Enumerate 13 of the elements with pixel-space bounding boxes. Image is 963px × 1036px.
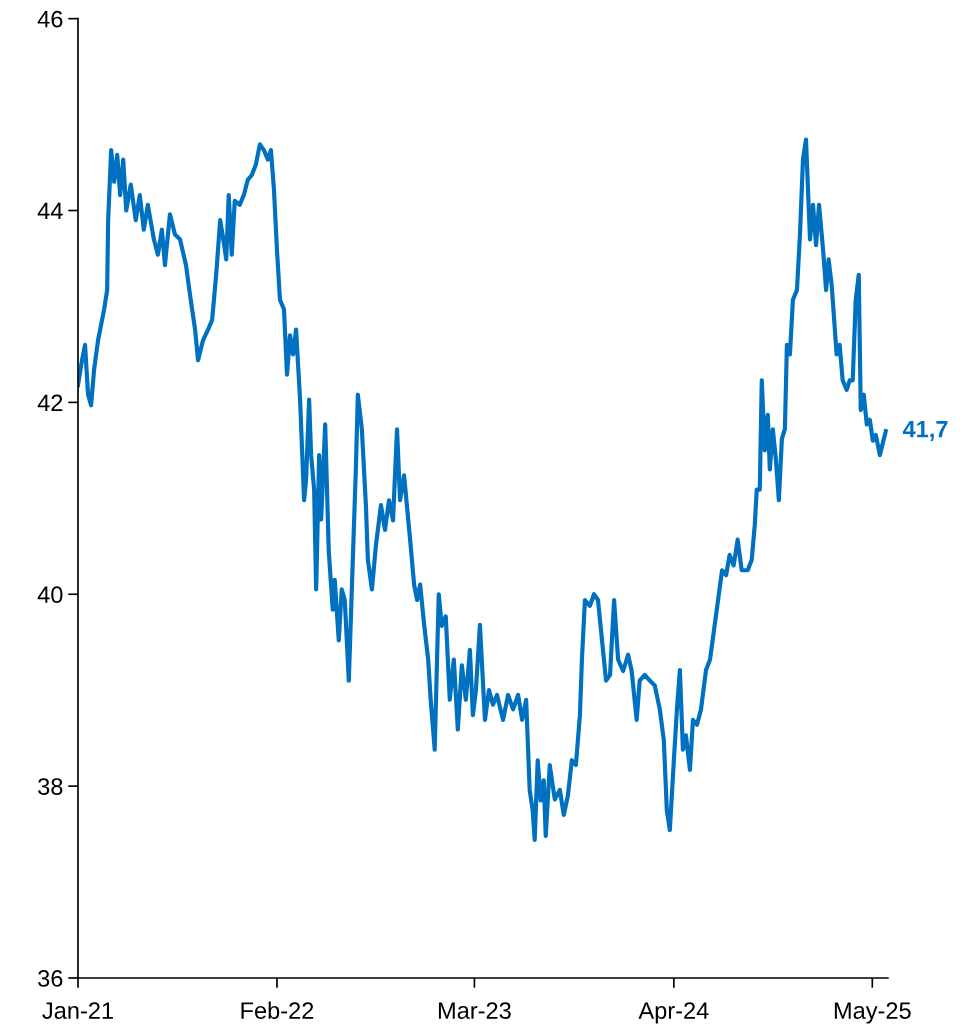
- x-tick-label: Jan-21: [42, 1002, 113, 1019]
- y-tick-label: 38: [38, 778, 63, 795]
- y-tick-label: 44: [37, 202, 63, 220]
- y-tick-label: 42: [37, 394, 63, 411]
- annotation: 41,7: [902, 421, 948, 441]
- y-tick-label: 46: [37, 10, 63, 28]
- x-tick-label: Feb-22: [241, 1001, 314, 1019]
- x-tick-label: May-25: [834, 1002, 911, 1024]
- y-tick-label: 40: [37, 586, 63, 604]
- line-series: [78, 137, 888, 842]
- x-tick-label: Mar-23: [438, 1002, 511, 1019]
- x-tick-label: Apr-24: [638, 1002, 709, 1024]
- y-tick-label: 36: [38, 970, 63, 987]
